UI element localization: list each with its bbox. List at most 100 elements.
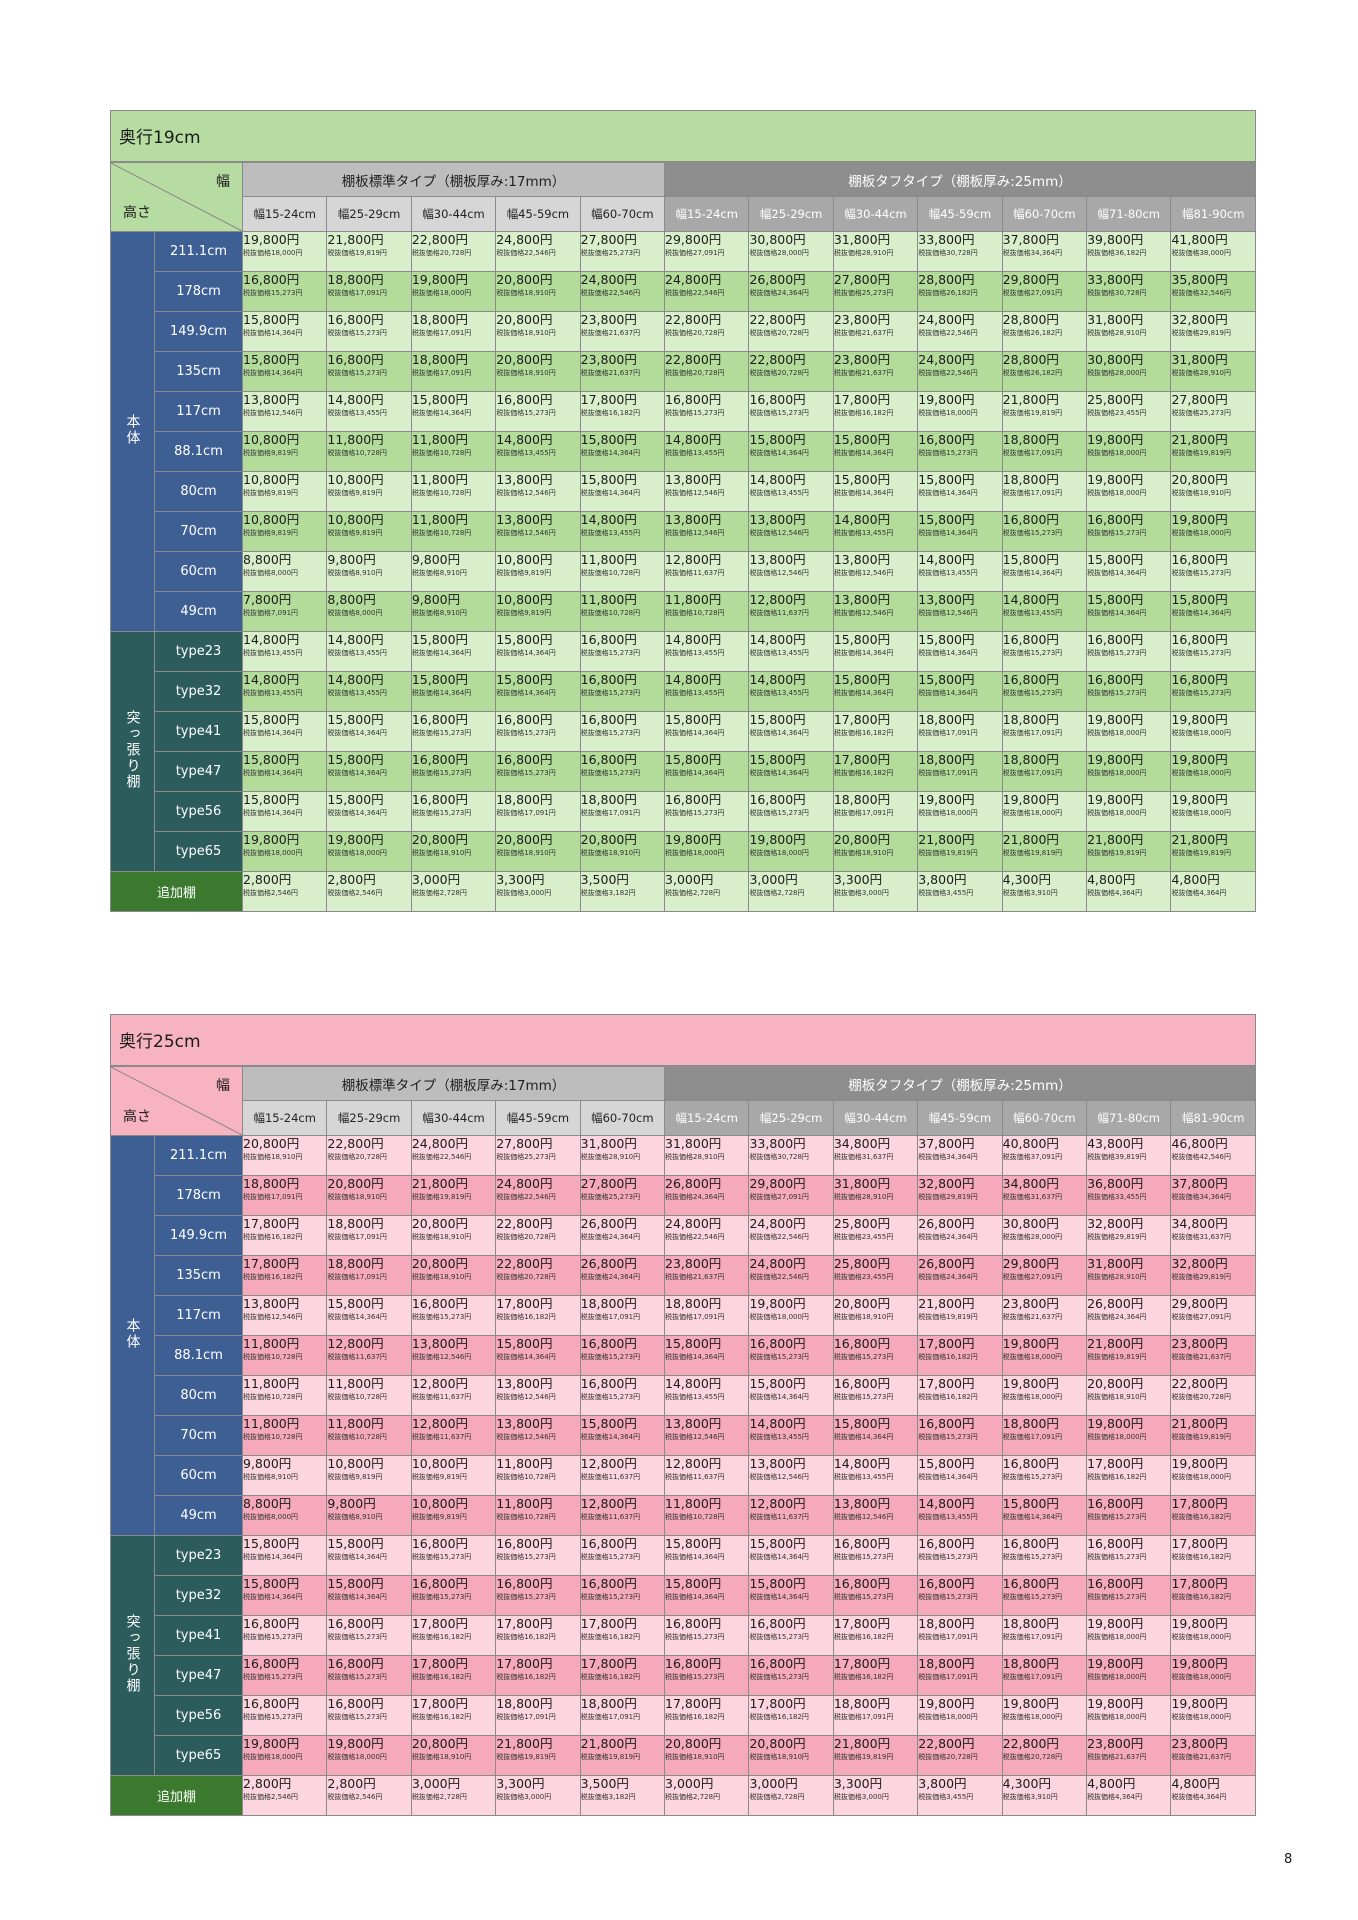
price-cell: 24,800円 税抜価格22,546円 bbox=[495, 231, 581, 272]
price-cell: 18,800円 税抜価格17,091円 bbox=[1001, 1615, 1088, 1656]
price-value: 3,800円 bbox=[918, 872, 967, 888]
price-cell: 16,800円 税抜価格15,273円 bbox=[495, 1575, 581, 1616]
price-cell: 10,800円 税抜価格9,819円 bbox=[495, 591, 581, 632]
price-before-tax: 税抜価格14,364円 bbox=[749, 1553, 809, 1561]
price-before-tax: 税抜価格11,637円 bbox=[665, 1473, 725, 1481]
price-before-tax: 税抜価格13,455円 bbox=[918, 1513, 978, 1521]
price-cell: 16,800円 税抜価格15,273円 bbox=[579, 671, 666, 712]
price-value: 34,800円 bbox=[1002, 1176, 1059, 1192]
price-before-tax: 税抜価格12,546円 bbox=[749, 529, 809, 537]
price-before-tax: 税抜価格15,273円 bbox=[665, 809, 725, 817]
price-cell: 14,800円 税抜価格13,455円 bbox=[664, 631, 750, 672]
price-before-tax: 税抜価格29,819円 bbox=[918, 1193, 978, 1201]
price-cell: 19,800円 税抜価格18,000円 bbox=[1001, 1335, 1088, 1376]
price-before-tax: 税抜価格12,546円 bbox=[918, 609, 978, 617]
price-cell: 16,800円 税抜価格15,273円 bbox=[1170, 671, 1256, 712]
price-before-tax: 税抜価格25,273円 bbox=[1171, 409, 1231, 417]
price-cell: 17,800円 税抜価格16,182円 bbox=[241, 1215, 328, 1256]
add-shelf-label: 追加棚 bbox=[110, 1775, 243, 1816]
price-cell: 26,800円 税抜価格24,364円 bbox=[579, 1255, 666, 1296]
price-before-tax: 税抜価格14,364円 bbox=[243, 329, 303, 337]
price-value: 35,800円 bbox=[1171, 272, 1228, 288]
price-before-tax: 税抜価格17,091円 bbox=[327, 1273, 387, 1281]
price-before-tax: 税抜価格14,364円 bbox=[918, 689, 978, 697]
price-before-tax: 税抜価格34,364円 bbox=[918, 1153, 978, 1161]
price-value: 15,800円 bbox=[243, 312, 300, 328]
price-value: 25,800円 bbox=[833, 1256, 891, 1272]
price-value: 3,000円 bbox=[411, 872, 461, 888]
price-value: 10,800円 bbox=[411, 1456, 469, 1472]
price-cell: 31,800円 税抜価格28,910円 bbox=[832, 231, 919, 272]
price-value: 15,800円 bbox=[918, 512, 975, 528]
price-before-tax: 税抜価格10,728円 bbox=[496, 1473, 556, 1481]
price-value: 18,800円 bbox=[1002, 1656, 1059, 1672]
price-cell: 3,300円 税抜価格3,000円 bbox=[832, 1775, 919, 1816]
price-value: 10,800円 bbox=[496, 552, 553, 568]
price-cell: 24,800円 税抜価格22,546円 bbox=[748, 1215, 834, 1256]
price-value: 21,800円 bbox=[496, 1736, 553, 1752]
price-cell: 16,800円 税抜価格15,273円 bbox=[410, 1295, 497, 1336]
price-value: 11,800円 bbox=[243, 1416, 300, 1432]
price-before-tax: 税抜価格33,455円 bbox=[1087, 1193, 1147, 1201]
price-value: 16,800円 bbox=[1002, 512, 1059, 528]
price-cell: 19,800円 税抜価格18,000円 bbox=[1086, 471, 1172, 512]
price-value: 16,800円 bbox=[1087, 1536, 1144, 1552]
price-before-tax: 税抜価格15,273円 bbox=[411, 1313, 472, 1321]
row-label: 178cm bbox=[154, 271, 243, 312]
price-cell: 15,800円 税抜価格14,364円 bbox=[917, 671, 1003, 712]
price-before-tax: 税抜価格20,728円 bbox=[496, 1233, 556, 1241]
price-value: 14,800円 bbox=[327, 672, 384, 688]
price-before-tax: 税抜価格24,364円 bbox=[749, 289, 809, 297]
price-value: 15,800円 bbox=[243, 712, 300, 728]
price-cell: 24,800円 税抜価格22,546円 bbox=[495, 1175, 581, 1216]
price-before-tax: 税抜価格9,819円 bbox=[411, 1473, 467, 1481]
price-value: 21,800円 bbox=[1087, 1336, 1144, 1352]
row-label: 70cm bbox=[154, 1415, 243, 1456]
price-before-tax: 税抜価格12,546円 bbox=[833, 609, 894, 617]
price-value: 15,800円 bbox=[1171, 592, 1228, 608]
price-cell: 46,800円 税抜価格42,546円 bbox=[1170, 1135, 1256, 1176]
price-value: 25,800円 bbox=[1087, 392, 1144, 408]
price-before-tax: 税抜価格14,364円 bbox=[749, 769, 809, 777]
price-value: 15,800円 bbox=[243, 1576, 300, 1592]
width-header-standard: 幅60-70cm bbox=[579, 196, 666, 232]
price-value: 4,300円 bbox=[1002, 872, 1051, 888]
price-before-tax: 税抜価格13,455円 bbox=[665, 649, 725, 657]
price-value: 17,800円 bbox=[243, 1256, 300, 1272]
price-cell: 9,800円 税抜価格8,910円 bbox=[326, 551, 412, 592]
price-value: 27,800円 bbox=[833, 272, 891, 288]
price-value: 21,800円 bbox=[1002, 832, 1059, 848]
price-before-tax: 税抜価格17,091円 bbox=[580, 1713, 641, 1721]
price-cell: 15,800円 税抜価格14,364円 bbox=[326, 1295, 412, 1336]
price-cell: 16,800円 税抜価格15,273円 bbox=[410, 791, 497, 832]
price-before-tax: 税抜価格17,091円 bbox=[1002, 729, 1063, 737]
price-cell: 21,800円 税抜価格19,819円 bbox=[1001, 831, 1088, 872]
price-before-tax: 税抜価格14,364円 bbox=[411, 409, 472, 417]
price-before-tax: 税抜価格17,091円 bbox=[1002, 1633, 1063, 1641]
price-value: 20,800円 bbox=[833, 832, 891, 848]
price-cell: 15,800円 税抜価格14,364円 bbox=[1086, 551, 1172, 592]
price-before-tax: 税抜価格14,364円 bbox=[327, 809, 387, 817]
price-before-tax: 税抜価格15,273円 bbox=[243, 1713, 303, 1721]
price-cell: 28,800円 税抜価格26,182円 bbox=[1001, 351, 1088, 392]
price-value: 15,800円 bbox=[1002, 1496, 1059, 1512]
price-cell: 17,800円 税抜価格16,182円 bbox=[410, 1655, 497, 1696]
price-before-tax: 税抜価格16,182円 bbox=[1171, 1513, 1231, 1521]
price-value: 16,800円 bbox=[580, 1576, 637, 1592]
price-value: 18,800円 bbox=[1002, 472, 1059, 488]
price-value: 16,800円 bbox=[1087, 1576, 1144, 1592]
price-cell: 16,800円 税抜価格15,273円 bbox=[832, 1575, 919, 1616]
price-cell: 18,800円 税抜価格17,091円 bbox=[1001, 1415, 1088, 1456]
price-cell: 13,800円 税抜価格12,546円 bbox=[748, 1455, 834, 1496]
price-value: 14,800円 bbox=[243, 632, 300, 648]
price-value: 16,800円 bbox=[327, 1616, 384, 1632]
price-value: 14,800円 bbox=[749, 632, 806, 648]
price-cell: 20,800円 税抜価格18,910円 bbox=[410, 1215, 497, 1256]
price-value: 11,800円 bbox=[580, 592, 637, 608]
price-value: 29,800円 bbox=[665, 232, 722, 248]
price-value: 17,800円 bbox=[1171, 1576, 1228, 1592]
row-label: type65 bbox=[154, 831, 243, 872]
price-value: 30,800円 bbox=[1002, 1216, 1059, 1232]
width-header-tough: 幅81-90cm bbox=[1170, 196, 1256, 232]
table-row: 178cm 18,800円 税抜価格17,091円 20,800円 税抜価格18,910… bbox=[111, 1175, 1256, 1216]
